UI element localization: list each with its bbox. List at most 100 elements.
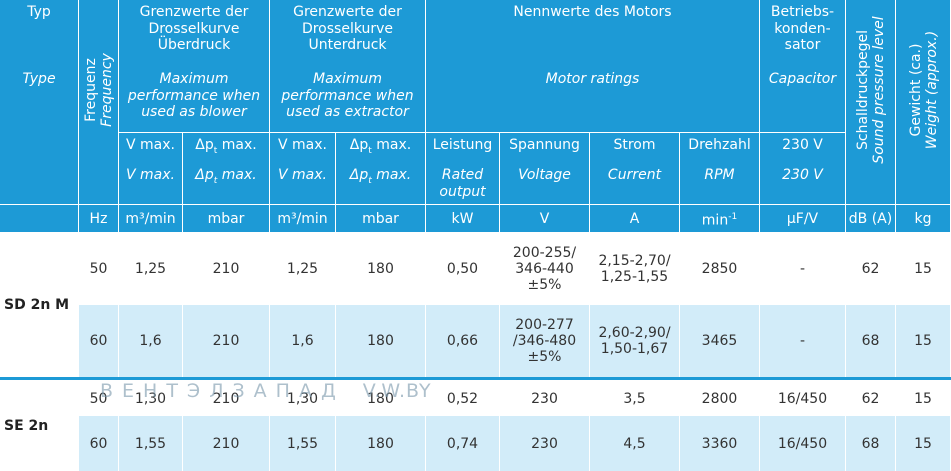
subheader-en-line: V max. bbox=[278, 167, 327, 183]
data-cell: 2,60-2,90/1,50-1,67 bbox=[590, 305, 680, 377]
data-cell: 68 bbox=[846, 416, 896, 471]
cell-line: 4,5 bbox=[623, 435, 646, 452]
blower-de-line: Drosselkurve bbox=[148, 20, 240, 37]
subheader-en: RPM bbox=[680, 167, 759, 184]
cell-line: ±5% bbox=[527, 277, 562, 293]
weight-rotated: Gewicht (ca.) Weight (approx.) bbox=[908, 31, 940, 149]
group-separator bbox=[0, 377, 951, 380]
subheader-de-line: Δpt max. bbox=[183, 137, 269, 159]
frequency-en: Frequency bbox=[99, 53, 115, 127]
subheader-en-line-main: Δp bbox=[349, 167, 369, 183]
subheader-de: Spannung bbox=[500, 137, 589, 154]
subheader: Spannung Voltage bbox=[500, 133, 590, 205]
subheader: Δpt max. Δpt max. bbox=[336, 133, 426, 205]
data-cell: 2800 bbox=[680, 381, 760, 416]
capacitor-de-line: Betriebs- bbox=[770, 4, 835, 20]
cell-line: 346-440 bbox=[515, 261, 574, 277]
frequency-header: Frequenz Frequency bbox=[79, 0, 119, 205]
weight-en: Weight (approx.) bbox=[923, 30, 940, 150]
extractor-de-line: Grenzwerte der bbox=[293, 4, 402, 20]
data-cell: 3360 bbox=[680, 416, 760, 471]
subheader-en-line: Rated bbox=[441, 167, 484, 183]
cell-line: /346-480 bbox=[512, 333, 577, 349]
unit-cell: A bbox=[590, 205, 680, 233]
typ-en: Type bbox=[0, 71, 78, 88]
motor-de: Nennwerte des Motors bbox=[426, 4, 759, 21]
capacitor-en: Capacitor bbox=[760, 71, 845, 88]
data-cell: 0,52 bbox=[426, 381, 500, 416]
subheader: 230 V 230 V bbox=[760, 133, 846, 205]
cell-line: 62 bbox=[861, 390, 880, 407]
data-cell: 210 bbox=[183, 233, 270, 305]
extractor-header: Grenzwerte der Drosselkurve Unterdruck Maxi… bbox=[270, 0, 426, 133]
cell-line: 2,15-2,70/ bbox=[598, 253, 671, 269]
cell-line: 16/450 bbox=[777, 435, 828, 452]
data-cell: 1,25 bbox=[270, 233, 336, 305]
capacitor-de: Betriebs-konden-sator bbox=[760, 4, 845, 54]
cell-line: 2850 bbox=[701, 261, 738, 277]
cell-line: 0,52 bbox=[446, 390, 479, 407]
data-cell: 16/450 bbox=[760, 381, 846, 416]
extractor-de-line: Drosselkurve bbox=[301, 20, 394, 37]
cell-line: 0,66 bbox=[446, 333, 479, 349]
data-cell: 16/450 bbox=[760, 416, 846, 471]
cell-line: 0,74 bbox=[446, 435, 479, 452]
cell-line: 1,25 bbox=[134, 261, 167, 277]
extractor-en-line: performance when bbox=[281, 87, 414, 104]
unit-cell: mbar bbox=[183, 205, 270, 233]
unit-cell: Hz bbox=[79, 205, 119, 233]
data-cell: 60 bbox=[79, 416, 119, 471]
unit-cell: m³/min bbox=[119, 205, 183, 233]
cell-line: 210 bbox=[212, 435, 240, 452]
data-cell: 15 bbox=[896, 305, 951, 377]
subheader-en: Voltage bbox=[500, 167, 589, 184]
cell-line: 210 bbox=[212, 261, 240, 277]
cell-line: 1,6 bbox=[139, 333, 162, 349]
extractor-de: Grenzwerte der Drosselkurve Unterdruck bbox=[270, 4, 425, 54]
cell-line: 2,60-2,90/ bbox=[598, 325, 671, 341]
unit: m³/min bbox=[277, 210, 328, 227]
unit: kg bbox=[914, 210, 932, 227]
watermark-brand: ВЕНТЭЛЗАПАД bbox=[100, 380, 345, 402]
subheader-en: Current bbox=[590, 167, 679, 184]
subheader-de: 230 V bbox=[760, 137, 845, 154]
subheader-de-line-main: Δp bbox=[349, 137, 369, 153]
subheader-de-line: Strom bbox=[613, 137, 656, 153]
data-cell: 1,30 bbox=[270, 381, 336, 416]
data-cell: 0,50 bbox=[426, 233, 500, 305]
unit: dB (A) bbox=[848, 210, 893, 227]
unit: µF/V bbox=[786, 210, 819, 227]
subheader-de: Leistung bbox=[426, 137, 499, 154]
cell-line: - bbox=[799, 261, 806, 277]
frequency-de: Frequenz bbox=[83, 58, 99, 122]
data-cell: 200-255/346-440 ±5% bbox=[500, 233, 590, 305]
typ-en-line: Type bbox=[22, 71, 56, 87]
subheader-en-line: RPM bbox=[704, 167, 735, 183]
data-cell: 230 bbox=[500, 381, 590, 416]
subheader: Strom Current bbox=[590, 133, 680, 205]
cell-line: 1,6 bbox=[291, 333, 314, 349]
subheader-de: V max. bbox=[270, 137, 335, 154]
subheader-en-line: V max. bbox=[126, 167, 175, 183]
data-cell: 210 bbox=[183, 416, 270, 471]
data-cell: 180 bbox=[336, 416, 426, 471]
watermark-site: V.W.BY bbox=[362, 380, 432, 402]
cell-line: 210 bbox=[212, 390, 240, 407]
subheader-en-line: Current bbox=[607, 167, 662, 183]
cell-line: 1,50-1,67 bbox=[600, 341, 669, 357]
data-cell: 1,25 bbox=[119, 233, 183, 305]
cell-line: 230 bbox=[531, 435, 558, 452]
cell-line: 1,25 bbox=[286, 261, 319, 277]
motor-en: Motor ratings bbox=[426, 71, 759, 88]
subheader-en: Rated output bbox=[426, 167, 499, 200]
sound-en: Sound pressure level bbox=[871, 16, 887, 164]
data-cell: 210 bbox=[183, 305, 270, 377]
unit: min-1 bbox=[702, 209, 737, 229]
blower-de-line: Überdruck bbox=[157, 37, 231, 53]
cell-line: 180 bbox=[367, 261, 394, 277]
subheader-en-line: output bbox=[439, 183, 486, 200]
cell-line: 15 bbox=[914, 435, 932, 452]
cell-line: - bbox=[799, 333, 806, 349]
unit: kW bbox=[451, 210, 474, 227]
data-cell: 50 bbox=[79, 381, 119, 416]
